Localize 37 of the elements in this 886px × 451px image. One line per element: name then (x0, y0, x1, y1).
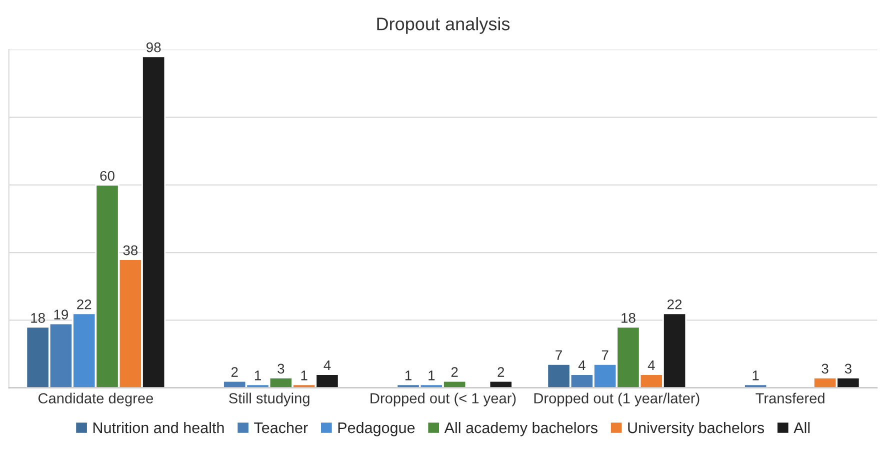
data-label: 2 (231, 367, 238, 377)
legend-label: Nutrition and health (93, 422, 224, 434)
data-label: 22 (77, 299, 92, 310)
data-label: 19 (54, 310, 68, 320)
data-label: 22 (668, 299, 682, 310)
data-label: 1 (301, 370, 308, 380)
data-label: 60 (100, 170, 114, 181)
data-label: 2 (451, 367, 458, 377)
data-label: 38 (123, 245, 138, 256)
legend-label: Pedagogue (338, 422, 415, 436)
legend-label: All (794, 422, 810, 434)
legend-label: All academy bachelors (444, 422, 598, 436)
x-tick-label: Candidate degree (38, 392, 154, 406)
data-label: 1 (254, 370, 261, 380)
data-label: 4 (578, 360, 586, 370)
bar (488, 380, 513, 388)
data-label: 2 (498, 367, 504, 377)
data-label: 7 (556, 350, 562, 360)
data-label: 1 (405, 370, 412, 380)
data-label: 3 (822, 364, 828, 374)
legend-label: Teacher (254, 422, 308, 434)
data-label: 7 (602, 350, 608, 360)
data-label: 18 (31, 313, 45, 323)
data-label: 4 (324, 360, 331, 370)
x-tick-label: Dropped out (< 1 year) (370, 392, 516, 406)
data-label: 3 (278, 364, 284, 374)
chart-title: Dropout analysis (377, 17, 510, 34)
x-tick-label: Transfered (756, 392, 824, 404)
x-tick-label: Still studying (229, 392, 310, 406)
data-label: 4 (648, 360, 655, 370)
x-tick-label: Dropped out (1 year/later) (534, 392, 700, 406)
data-label: 18 (622, 313, 636, 323)
data-label: 3 (844, 364, 852, 374)
legend-label: University bachelors (628, 422, 764, 436)
data-label: 1 (752, 370, 759, 380)
data-label: 1 (428, 370, 435, 380)
data-label: 98 (146, 42, 161, 52)
